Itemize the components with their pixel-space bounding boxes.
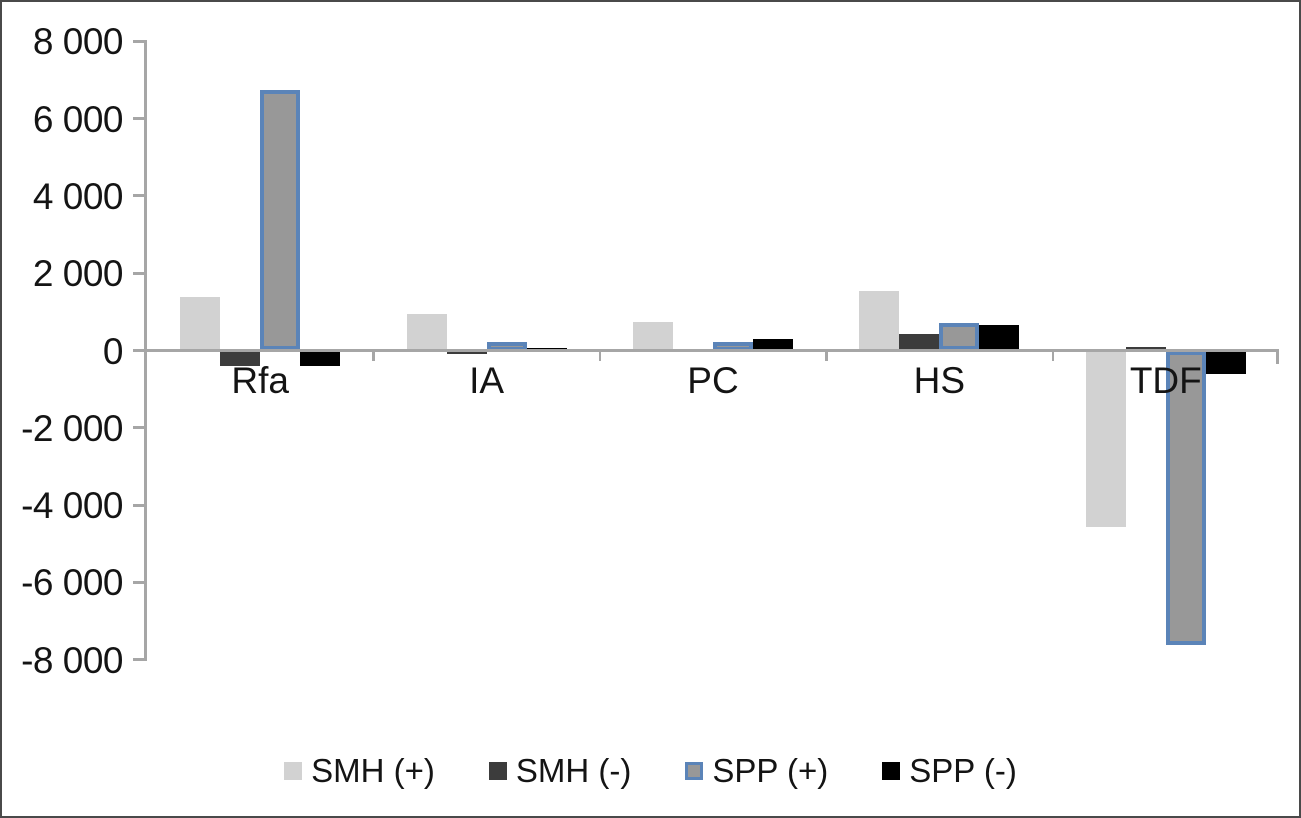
bar-smh-plus-pc <box>633 321 673 351</box>
y-axis-tick <box>133 503 147 507</box>
legend-label-smh-minus: SMH (-) <box>515 752 632 789</box>
legend-swatch-smh-minus <box>488 761 507 780</box>
x-axis-boundary-tick <box>372 351 375 361</box>
y-axis-tick-label: -2 000 <box>21 407 123 449</box>
y-axis-tick <box>133 658 147 662</box>
x-axis-line <box>147 349 1279 352</box>
bar-spp-plus-ia <box>486 341 527 351</box>
y-axis-tick-label: 8 000 <box>32 21 124 63</box>
legend-label-spp-minus: SPP (-) <box>909 752 1017 789</box>
chart-legend: SMH (+) SMH (-) SPP (+) SPP (-) <box>2 754 1299 787</box>
legend-item-spp-minus: SPP (-) <box>882 754 1017 787</box>
y-axis-tick <box>133 271 147 275</box>
x-axis-boundary-tick <box>598 351 602 361</box>
bar-smh-minus-ia <box>446 350 487 354</box>
legend-label-smh-plus: SMH (+) <box>311 752 435 789</box>
bar-spp-minus-pc <box>753 339 793 351</box>
y-axis-tick-label: -4 000 <box>21 485 123 527</box>
category-label-hs: HS <box>913 359 966 401</box>
legend-swatch-spp-minus <box>882 761 901 780</box>
y-axis-tick <box>133 580 147 584</box>
bar-smh-minus-hs <box>899 334 940 351</box>
y-axis-tick-label: 2 000 <box>32 253 124 295</box>
bar-spp-minus-tdf <box>1205 350 1246 374</box>
legend-label-spp-plus: SPP (+) <box>712 752 829 789</box>
bar-smh-plus-rfa <box>180 296 221 351</box>
bar-smh-plus-hs <box>859 290 900 351</box>
category-label-pc: PC <box>687 359 739 401</box>
x-axis-boundary-tick <box>825 351 828 361</box>
y-axis-tick-label: 4 000 <box>32 175 124 217</box>
bar-spp-plus-tdf <box>1165 350 1206 645</box>
bar-smh-plus-ia <box>406 313 447 351</box>
y-axis-tick-label: -8 000 <box>21 639 123 681</box>
y-axis-tick <box>133 39 147 43</box>
legend-swatch-smh-plus <box>284 761 303 780</box>
bar-spp-minus-hs <box>979 324 1020 351</box>
legend-item-spp-plus: SPP (+) <box>685 754 828 787</box>
y-axis-tick-label: -6 000 <box>21 562 123 604</box>
y-axis-tick-label: 6 000 <box>32 98 124 140</box>
legend-item-smh-plus: SMH (+) <box>284 754 435 787</box>
bar-spp-plus-rfa <box>260 89 301 351</box>
category-label-tdf: TDF <box>1129 359 1202 401</box>
y-axis-tick <box>133 194 147 198</box>
legend-item-smh-minus: SMH (-) <box>488 752 632 789</box>
y-axis-tick <box>133 117 147 121</box>
category-label-rfa: Rfa <box>231 359 289 401</box>
category-label-ia: IA <box>469 359 505 401</box>
y-axis-tick <box>133 426 147 430</box>
bar-spp-plus-pc <box>713 341 753 351</box>
bar-spp-plus-hs <box>939 323 980 351</box>
bar-smh-plus-tdf <box>1085 350 1126 527</box>
bar-smh-minus-tdf <box>1125 347 1166 351</box>
legend-swatch-spp-plus <box>685 761 704 780</box>
x-axis-end-tick <box>1276 348 1279 364</box>
x-axis-boundary-tick <box>1051 351 1055 361</box>
bar-smh-minus-rfa <box>220 350 261 367</box>
bar-spp-minus-rfa <box>300 350 341 366</box>
y-axis-tick <box>133 349 147 352</box>
y-axis-tick-label: 0 <box>102 330 124 372</box>
